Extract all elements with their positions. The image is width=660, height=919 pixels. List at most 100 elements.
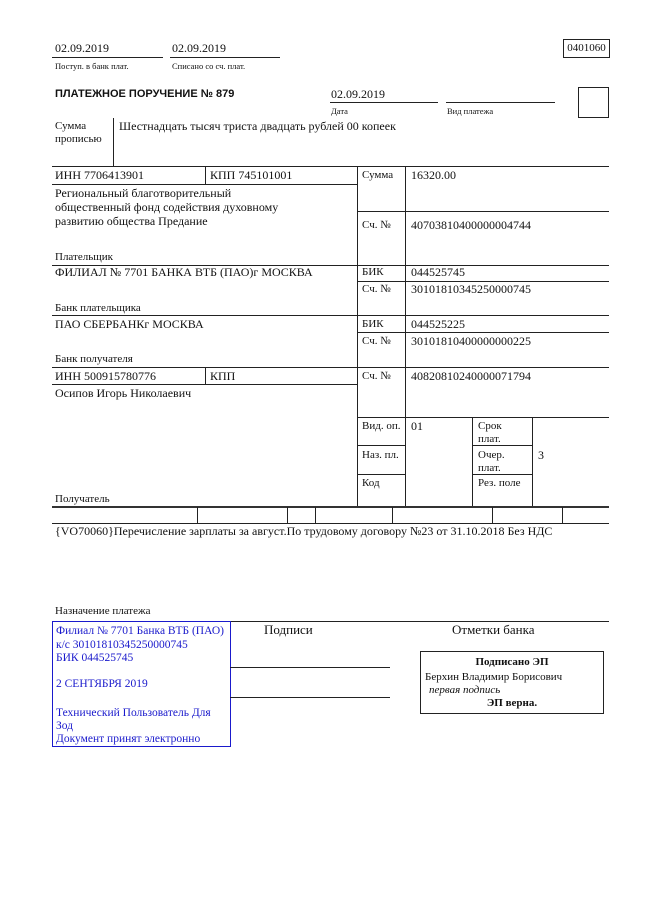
reserve-label: Рез. поле <box>478 477 521 489</box>
debited-label: Списано со сч. плат. <box>172 61 246 71</box>
bank-marks-label: Отметки банка <box>452 622 535 637</box>
payee-kpp: КПП <box>210 369 236 383</box>
esign-role: первая подпись <box>429 684 501 696</box>
payer-bik: 044525745 <box>411 265 465 279</box>
stamp-footer: Документ принят электронно <box>56 733 201 745</box>
divider <box>52 506 609 508</box>
page-title: ПЛАТЕЖНОЕ ПОРУЧЕНИЕ № 879 <box>55 88 235 100</box>
stamp-footer: Зод <box>56 720 74 732</box>
purpose-code-label: Наз. пл. <box>362 449 399 461</box>
payer-bik-label: БИК <box>362 266 384 278</box>
divider <box>315 507 316 523</box>
payee-bank-account: 30101810400000000225 <box>411 334 531 348</box>
divider <box>562 507 563 523</box>
term-label-2: плат. <box>478 433 501 445</box>
divider <box>113 118 114 166</box>
payer-bank-account: 30101810345250000745 <box>411 282 531 296</box>
payer-bank-name: ФИЛИАЛ № 7701 БАНКА ВТБ (ПАО)г МОСКВА <box>55 265 313 279</box>
payee-bik-label: БИК <box>362 318 384 330</box>
order-value: 3 <box>538 448 544 462</box>
debited-date: 02.09.2019 <box>172 41 226 55</box>
date-label: Дата <box>331 106 348 116</box>
divider <box>287 507 288 523</box>
divider <box>357 445 405 446</box>
divider <box>52 523 609 524</box>
divider <box>357 474 405 475</box>
payer-bank-account-label: Сч. № <box>362 283 391 295</box>
amount-words: Шестнадцать тысяч триста двадцать рублей… <box>119 119 396 133</box>
payer-name-line: развитию общества Предание <box>55 214 208 228</box>
divider <box>330 102 438 103</box>
bank-stamp: Филиал № 7701 Банка ВТБ (ПАО) к/с 301018… <box>52 621 231 747</box>
payer-inn: ИНН 7706413901 <box>55 168 144 182</box>
esign-box: Подписано ЭП Берхин Владимир Борисович п… <box>420 651 604 714</box>
divider <box>52 57 163 58</box>
amount-label: Сумма <box>362 169 394 181</box>
divider <box>472 474 532 475</box>
payer-bank-label: Банк плательщика <box>55 302 141 314</box>
term-label: Срок <box>478 420 502 432</box>
esign-title: Подписано ЭП <box>475 656 549 668</box>
payee-name: Осипов Игорь Николаевич <box>55 386 192 400</box>
divider <box>405 166 406 507</box>
stamp-line: БИК 044525745 <box>56 652 134 664</box>
divider <box>197 507 198 523</box>
received-date: 02.09.2019 <box>55 41 109 55</box>
stamp-date: 2 СЕНТЯБРЯ 2019 <box>56 678 148 690</box>
divider <box>52 315 609 316</box>
payee-account-label: Сч. № <box>362 370 391 382</box>
esign-name: Берхин Владимир Борисович <box>425 671 563 683</box>
payer-account-label: Сч. № <box>362 219 391 231</box>
payee-bank-account-label: Сч. № <box>362 335 391 347</box>
form-code: 0401060 <box>563 39 610 58</box>
divider <box>52 166 609 167</box>
signature-line <box>230 667 390 668</box>
stamp-line: Филиал № 7701 Банка ВТБ (ПАО) <box>56 625 224 637</box>
divider <box>52 367 609 368</box>
op-type: 01 <box>411 419 423 433</box>
payee-account: 40820810240000071794 <box>411 369 531 383</box>
divider <box>392 507 393 523</box>
divider <box>52 265 609 266</box>
payment-type-label: Вид платежа <box>447 106 494 116</box>
amount-words-label: Сумма <box>55 120 87 132</box>
divider <box>492 507 493 523</box>
signatures-label: Подписи <box>264 622 313 637</box>
stamp-footer: Технический Пользователь Для <box>56 707 211 719</box>
divider <box>52 621 609 622</box>
amount-words-label-2: прописью <box>55 133 102 145</box>
op-type-label: Вид. оп. <box>362 420 401 432</box>
received-label: Поступ. в банк плат. <box>55 61 129 71</box>
esign-status: ЭП верна. <box>486 697 538 709</box>
divider <box>357 417 609 418</box>
stamp-line: к/с 30101810345250000745 <box>56 639 188 651</box>
code-label: Код <box>362 477 380 489</box>
divider <box>472 445 532 446</box>
payee-inn: ИНН 500915780776 <box>55 369 156 383</box>
divider <box>357 332 609 333</box>
divider <box>52 184 357 185</box>
payer-label: Плательщик <box>55 251 113 263</box>
payee-bank-name: ПАО СБЕРБАНКг МОСКВА <box>55 317 204 331</box>
payer-account: 40703810400000004744 <box>411 218 531 232</box>
payee-label: Получатель <box>55 493 110 505</box>
order-label-2: плат. <box>478 462 501 474</box>
divider <box>52 384 357 385</box>
order-label: Очер. <box>478 449 505 461</box>
purpose-label: Назначение платежа <box>55 605 151 617</box>
payee-bik: 044525225 <box>411 317 465 331</box>
payment-type-box <box>578 87 609 118</box>
divider <box>357 166 358 507</box>
divider <box>205 166 206 184</box>
purpose-text: {VO70060}Перечисление зарплаты за август… <box>55 524 553 538</box>
divider <box>446 102 555 103</box>
payee-bank-label: Банк получателя <box>55 353 133 365</box>
divider <box>170 57 280 58</box>
divider <box>205 367 206 384</box>
document-date: 02.09.2019 <box>331 87 385 101</box>
signature-line <box>230 697 390 698</box>
divider <box>357 211 609 212</box>
divider <box>532 417 533 507</box>
amount-value: 16320.00 <box>411 168 456 182</box>
divider <box>357 281 609 282</box>
